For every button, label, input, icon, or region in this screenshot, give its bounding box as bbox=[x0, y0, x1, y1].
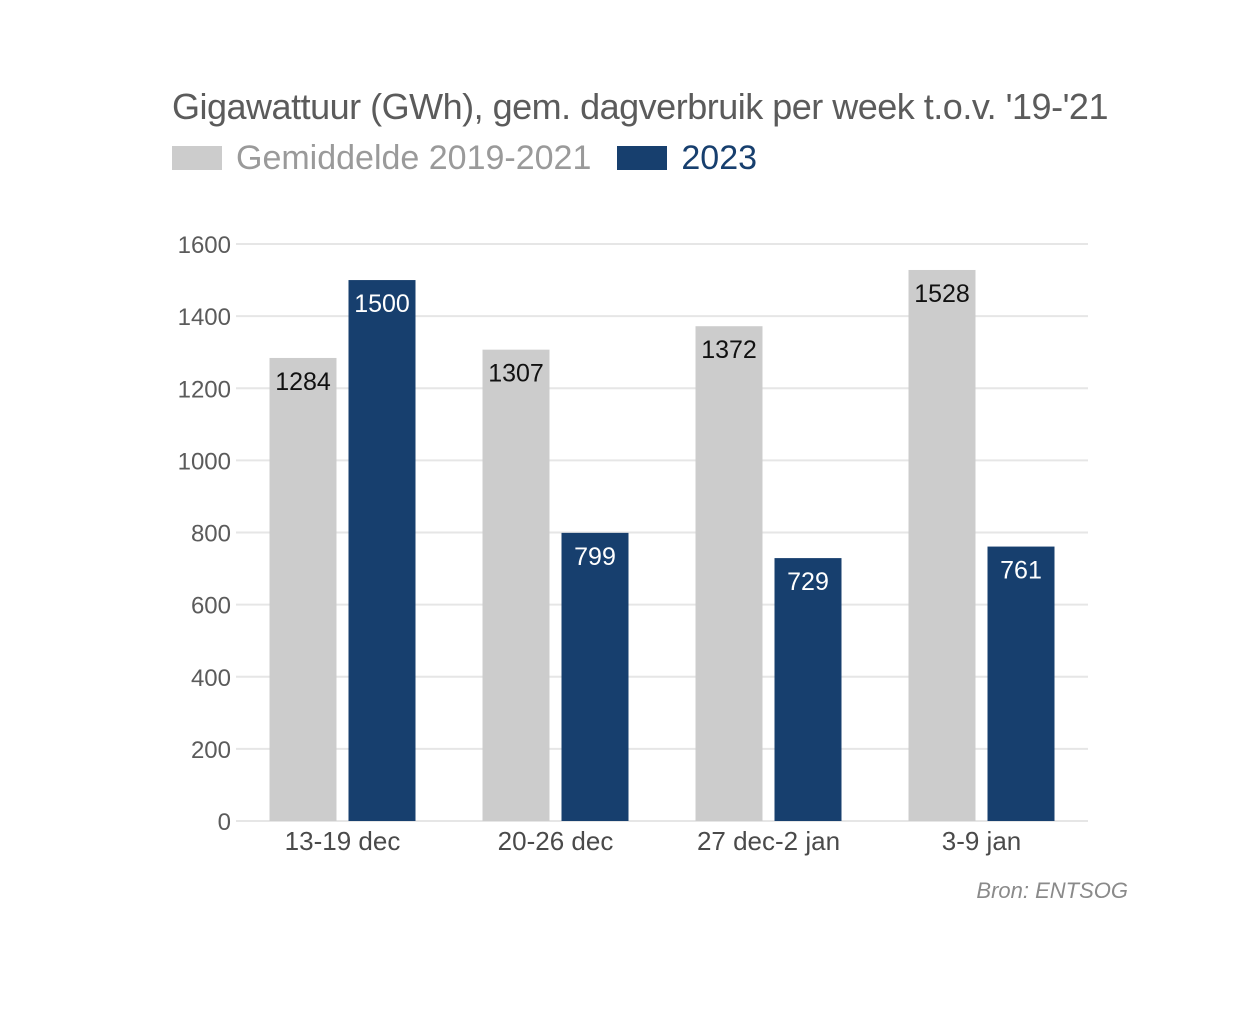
bar-value-label: 761 bbox=[1000, 557, 1042, 585]
bar-value-label: 1307 bbox=[488, 360, 544, 388]
legend-swatch-average bbox=[172, 146, 222, 170]
legend-label-2023: 2023 bbox=[681, 138, 758, 177]
bar-2023 bbox=[987, 546, 1055, 821]
legend: Gemiddelde 2019-2021 2023 bbox=[172, 138, 783, 178]
bar-value-label: 729 bbox=[787, 568, 829, 596]
bar-2023 bbox=[348, 280, 416, 821]
legend-label-average: Gemiddelde 2019-2021 bbox=[236, 138, 592, 177]
bar-average bbox=[908, 269, 976, 822]
bar-average bbox=[482, 349, 550, 821]
x-category-label: 3-9 jan bbox=[942, 826, 1022, 856]
x-category-label: 20-26 dec bbox=[498, 826, 614, 856]
y-tick-label: 600 bbox=[191, 593, 231, 620]
y-tick-label: 1000 bbox=[178, 448, 231, 475]
legend-item-average: Gemiddelde 2019-2021 bbox=[172, 139, 591, 178]
y-tick-label: 800 bbox=[191, 521, 231, 548]
y-tick-label: 1600 bbox=[178, 232, 231, 259]
y-tick-label: 0 bbox=[218, 809, 231, 836]
bar-value-label: 1528 bbox=[914, 280, 970, 308]
y-tick-label: 400 bbox=[191, 665, 231, 692]
bar-value-label: 1372 bbox=[701, 336, 757, 364]
legend-item-2023: 2023 bbox=[617, 139, 757, 178]
bar-value-label: 799 bbox=[574, 543, 616, 571]
x-category-label: 27 dec-2 jan bbox=[697, 826, 840, 856]
bar-value-label: 1284 bbox=[275, 368, 331, 396]
y-tick-label: 1200 bbox=[178, 376, 231, 403]
bar-2023 bbox=[774, 558, 842, 821]
chart-title: Gigawattuur (GWh), gem. dagverbruik per … bbox=[172, 86, 1108, 127]
bar-average bbox=[695, 326, 763, 821]
y-tick-label: 200 bbox=[191, 737, 231, 764]
bar-average bbox=[269, 357, 337, 821]
bar-2023 bbox=[561, 532, 629, 821]
legend-swatch-2023 bbox=[617, 146, 668, 170]
source-note: Bron: ENTSOG bbox=[976, 878, 1128, 903]
labels-layer: 1284 1500 13-19 dec 1307 799 20-26 dec 1372 729… bbox=[275, 280, 1042, 856]
bars-layer bbox=[269, 269, 1055, 822]
x-category-label: 13-19 dec bbox=[285, 826, 401, 856]
bar-value-label: 1500 bbox=[354, 290, 410, 318]
y-tick-label: 1400 bbox=[178, 304, 231, 331]
